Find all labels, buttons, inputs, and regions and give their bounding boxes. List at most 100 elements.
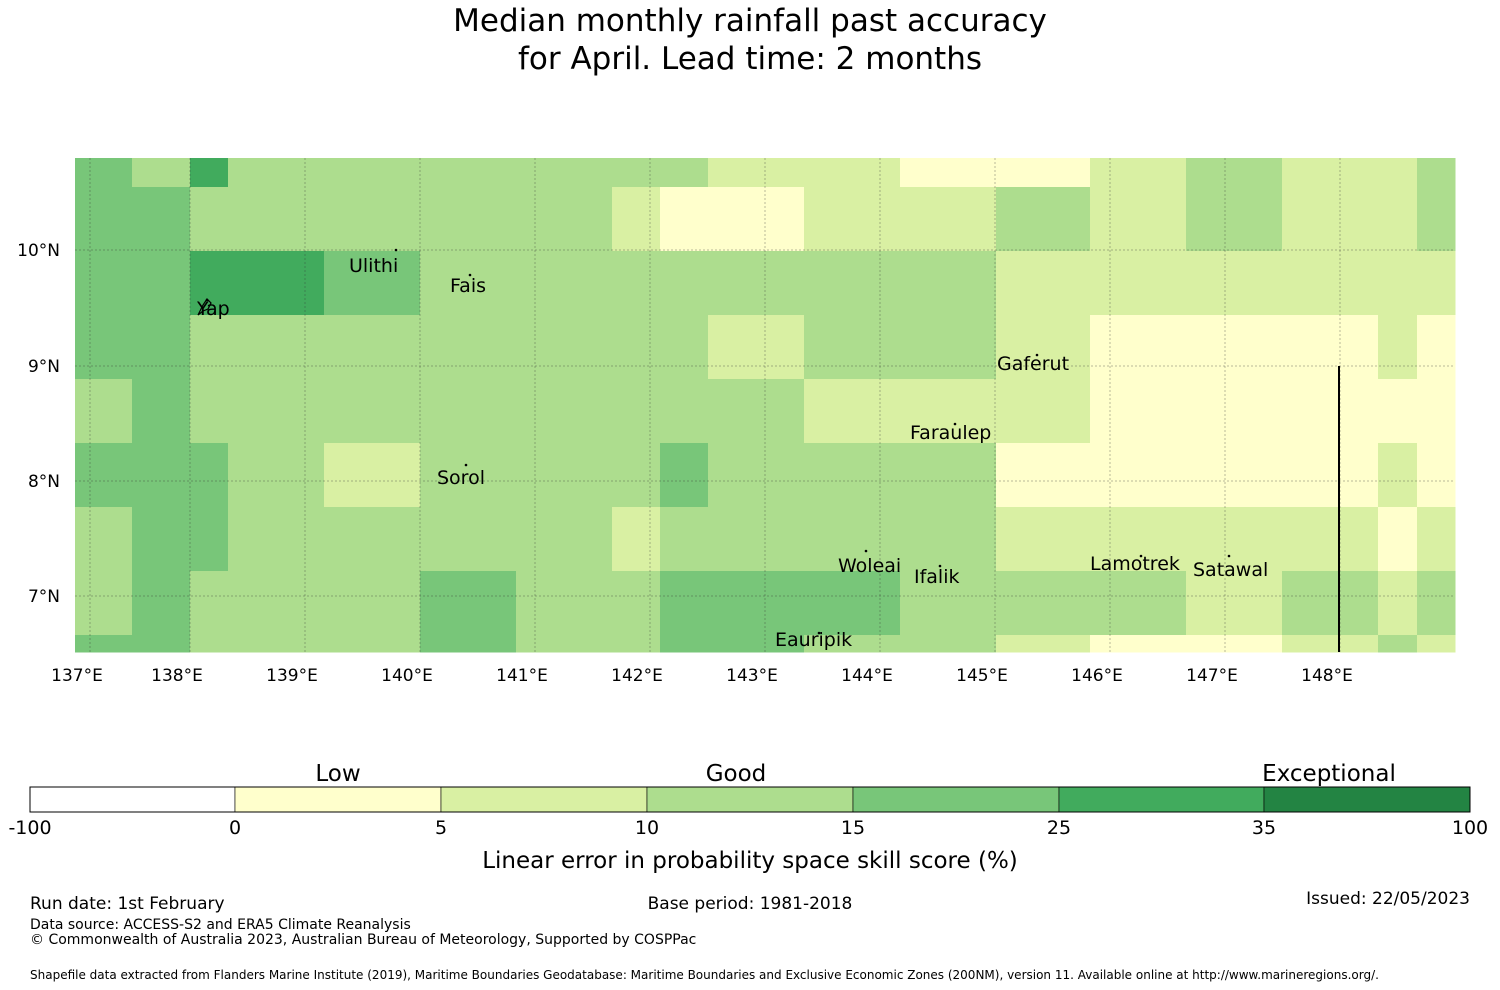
- grid-cell: [996, 379, 1091, 444]
- grid-cell: [900, 507, 997, 572]
- grid-cell: [1186, 379, 1283, 444]
- grid-cell: [804, 379, 901, 444]
- longitude-tick-label: 148°E: [1301, 666, 1353, 686]
- island-marker: [394, 248, 398, 252]
- longitude-tick-label: 142°E: [611, 666, 663, 686]
- grid-cell: [804, 571, 901, 636]
- grid-cell: [132, 379, 191, 444]
- latitude-tick-labels: 10°N 9°N 8°N 7°N: [17, 241, 60, 607]
- grid-cell: [1282, 507, 1379, 572]
- grid-cell: [228, 251, 325, 316]
- grid-cell: [75, 443, 133, 508]
- grid-cell: [1186, 635, 1283, 653]
- colorbar-tick-label: -100: [8, 817, 51, 839]
- grid-cell: [1282, 635, 1379, 653]
- grid-cell: [1378, 443, 1418, 508]
- grid-cell: [1282, 251, 1379, 316]
- colorbar-segment: [234, 786, 442, 813]
- grid-cell: [1378, 251, 1418, 316]
- colorbar-tick-label: 10: [635, 817, 659, 839]
- grid-cell: [612, 315, 661, 380]
- colorbar-tick-label: 35: [1252, 817, 1276, 839]
- grid-cell: [190, 507, 229, 572]
- grid-cell: [190, 571, 229, 636]
- longitude-tick-label: 141°E: [496, 666, 548, 686]
- grid-cell: [75, 635, 133, 653]
- grid-cell: [1417, 443, 1456, 508]
- grid-cell: [420, 158, 517, 188]
- island-marker: [938, 564, 942, 568]
- grid-cell: [1186, 507, 1283, 572]
- longitude-tick-label: 140°E: [381, 666, 433, 686]
- base-period: Base period: 1981-2018: [647, 894, 853, 914]
- grid-cell: [228, 187, 325, 252]
- grid-cell: [324, 158, 421, 188]
- island-label: Satawal: [1193, 559, 1268, 581]
- colorbar-frame: [29, 786, 1471, 813]
- grid-cell: [420, 379, 517, 444]
- grid-cell: [324, 507, 421, 572]
- grid-cell: [516, 507, 613, 572]
- grid-cell: [75, 379, 133, 444]
- grid-cell: [516, 315, 613, 380]
- grid-cell: [660, 251, 709, 316]
- latitude-tick-label: 8°N: [28, 472, 60, 492]
- grid-cell: [1186, 315, 1283, 380]
- grid-cell: [1417, 315, 1456, 380]
- island-marker: [953, 422, 957, 426]
- grid-cell: [132, 251, 191, 316]
- grid-cell: [75, 251, 133, 316]
- grid-cell: [132, 571, 191, 636]
- island-marker: [464, 463, 468, 467]
- colorbar-tick-label: 100: [1452, 817, 1488, 839]
- grid-cell: [900, 315, 997, 380]
- grid-cell: [660, 571, 709, 636]
- grid-cell: [708, 158, 805, 188]
- colorbar-tick-label: 25: [1047, 817, 1071, 839]
- grid-cell: [1417, 158, 1456, 188]
- grid-cell: [132, 635, 191, 653]
- grid-cell: [228, 315, 325, 380]
- island-label: Eauripik: [775, 629, 852, 651]
- grid-cell: [1378, 507, 1418, 572]
- grid-cell: [420, 507, 517, 572]
- grid-cell: [324, 187, 421, 252]
- grid-cell: [900, 571, 997, 636]
- grid-cell: [420, 315, 517, 380]
- island-markers: [197, 248, 1231, 635]
- grid-cell: [420, 571, 517, 636]
- grid-cell: [1090, 187, 1187, 252]
- grid-cell: [420, 187, 517, 252]
- grid-cell: [708, 571, 805, 636]
- grid-cell: [900, 635, 997, 653]
- issued-date: Issued: 22/05/2023: [1306, 889, 1470, 909]
- grid-cell: [1090, 158, 1187, 188]
- grid-cell: [900, 158, 997, 188]
- grid-cell: [228, 158, 325, 188]
- latitude-tick-label: 9°N: [28, 357, 60, 377]
- grid-cell: [75, 187, 133, 252]
- island-label: Fais: [450, 275, 486, 297]
- grid-cell: [1378, 379, 1418, 444]
- grid-cell: [612, 443, 661, 508]
- grid-cell: [1186, 571, 1283, 636]
- island-label: Ifalik: [914, 566, 960, 588]
- grid-cell: [324, 251, 421, 316]
- grid-cell: [660, 379, 709, 444]
- grid-cell: [190, 443, 229, 508]
- grid-cell: [612, 379, 661, 444]
- grid-cell: [1090, 251, 1187, 316]
- grid-cell: [708, 507, 805, 572]
- grid-cell: [516, 635, 613, 653]
- island-label: Yap: [196, 298, 230, 320]
- grid-cell: [804, 158, 901, 188]
- grid-cell: [660, 635, 709, 653]
- grid-cell: [75, 507, 133, 572]
- latitude-tick-label: 7°N: [28, 587, 60, 607]
- grid-cell: [75, 158, 133, 188]
- colorbar-category-labels: Low Good Exceptional: [315, 761, 1395, 787]
- grid-cell: [996, 443, 1091, 508]
- longitude-tick-label: 139°E: [266, 666, 318, 686]
- grid-cell: [516, 379, 613, 444]
